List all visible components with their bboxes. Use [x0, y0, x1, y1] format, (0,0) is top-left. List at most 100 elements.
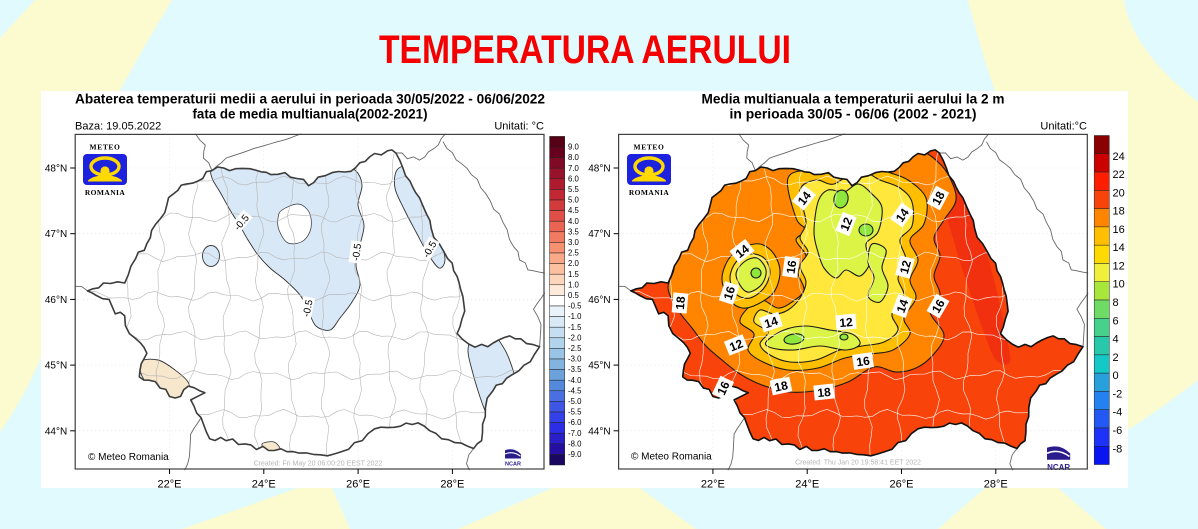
svg-text:NCAR: NCAR	[505, 462, 521, 468]
svg-text:12: 12	[837, 215, 855, 233]
svg-text:12: 12	[839, 315, 854, 330]
svg-text:16: 16	[721, 284, 739, 301]
svg-text:-3.5: -3.5	[568, 365, 582, 374]
svg-text:16: 16	[714, 379, 732, 397]
svg-text:fata de media multianuala(2002: fata de media multianuala(2002-2021)	[193, 106, 428, 122]
svg-text:3.5: 3.5	[568, 227, 580, 236]
svg-text:-0.5: -0.5	[301, 298, 315, 318]
svg-text:ROMANIA: ROMANIA	[85, 188, 125, 197]
svg-text:9.0: 9.0	[568, 143, 580, 152]
svg-text:5.5: 5.5	[568, 185, 580, 194]
svg-text:0: 0	[1113, 370, 1119, 382]
svg-text:16: 16	[1113, 224, 1125, 236]
svg-text:0.5: 0.5	[568, 291, 580, 300]
svg-text:18: 18	[929, 189, 948, 208]
svg-text:Baza: 19.05.2022: Baza: 19.05.2022	[75, 121, 161, 133]
svg-text:-4.0: -4.0	[568, 376, 582, 385]
svg-text:-6: -6	[1113, 425, 1123, 437]
svg-text:47°N: 47°N	[45, 229, 67, 240]
svg-text:6.0: 6.0	[568, 174, 580, 183]
svg-text:-0.5: -0.5	[351, 242, 364, 261]
svg-text:-1.0: -1.0	[568, 312, 582, 321]
svg-text:© Meteo Romania: © Meteo Romania	[631, 452, 712, 463]
svg-text:TEMPERATURA AERULUI: TEMPERATURA AERULUI	[379, 28, 791, 72]
svg-text:16: 16	[855, 354, 870, 370]
svg-text:-4.5: -4.5	[568, 386, 582, 395]
svg-text:28°E: 28°E	[440, 479, 464, 491]
svg-text:18: 18	[817, 385, 832, 400]
svg-text:18: 18	[673, 295, 688, 310]
svg-text:22: 22	[1113, 169, 1125, 181]
svg-text:20: 20	[1113, 187, 1125, 199]
svg-text:22°E: 22°E	[158, 479, 182, 491]
svg-text:12: 12	[727, 336, 745, 354]
svg-text:METEO: METEO	[90, 143, 121, 152]
svg-text:-6.0: -6.0	[568, 418, 582, 427]
svg-text:18: 18	[773, 378, 789, 395]
svg-text:ROMANIA: ROMANIA	[629, 188, 669, 197]
svg-text:3.0: 3.0	[568, 238, 580, 247]
svg-text:4.5: 4.5	[568, 206, 580, 215]
svg-text:4.0: 4.0	[568, 217, 580, 226]
svg-text:22°E: 22°E	[701, 479, 725, 491]
svg-text:24°E: 24°E	[252, 479, 276, 491]
svg-text:28°E: 28°E	[984, 479, 1008, 491]
svg-text:6: 6	[1113, 315, 1119, 327]
svg-text:-1.5: -1.5	[568, 323, 582, 332]
svg-text:NCAR: NCAR	[1047, 463, 1070, 472]
svg-text:-4: -4	[1113, 407, 1123, 419]
svg-text:-8.0: -8.0	[568, 439, 582, 448]
svg-text:47°N: 47°N	[588, 229, 610, 240]
svg-text:16: 16	[784, 259, 800, 274]
svg-text:-7.0: -7.0	[568, 429, 582, 438]
svg-text:24°E: 24°E	[795, 479, 819, 491]
svg-text:26°E: 26°E	[890, 479, 914, 491]
svg-text:46°N: 46°N	[45, 295, 67, 306]
svg-text:26°E: 26°E	[346, 479, 370, 491]
svg-text:12: 12	[1113, 260, 1125, 272]
svg-text:44°N: 44°N	[588, 426, 610, 437]
svg-text:5.0: 5.0	[568, 196, 580, 205]
svg-text:-8: -8	[1113, 443, 1123, 455]
svg-text:14: 14	[894, 297, 912, 315]
svg-text:2.0: 2.0	[568, 259, 580, 268]
svg-text:8.0: 8.0	[568, 153, 580, 162]
svg-text:Created: Thu Jan 20 19:58:41 E: Created: Thu Jan 20 19:58:41 EET 2022	[795, 460, 921, 467]
svg-text:Unitati:°C: Unitati:°C	[1040, 121, 1087, 133]
svg-text:18: 18	[1113, 206, 1125, 218]
svg-text:44°N: 44°N	[45, 426, 67, 437]
svg-text:14: 14	[763, 314, 780, 332]
svg-text:Created: Fri May 20 06:00:20 E: Created: Fri May 20 06:00:20 EEST 2022	[254, 461, 383, 468]
svg-text:2: 2	[1113, 352, 1119, 364]
svg-text:-5.5: -5.5	[568, 408, 582, 417]
svg-text:46°N: 46°N	[588, 295, 610, 306]
svg-text:Media multianuala a temperatur: Media multianuala a temperaturii aerului…	[702, 91, 1005, 107]
svg-text:-9.0: -9.0	[568, 450, 582, 459]
svg-text:7.0: 7.0	[568, 164, 580, 173]
svg-text:48°N: 48°N	[588, 164, 610, 175]
svg-text:-5.0: -5.0	[568, 397, 582, 406]
svg-text:1.5: 1.5	[568, 270, 580, 279]
svg-text:in perioada 30/05 - 06/06 (200: in perioada 30/05 - 06/06 (2002 - 2021)	[730, 106, 977, 122]
svg-text:45°N: 45°N	[588, 361, 610, 372]
svg-text:24: 24	[1113, 151, 1125, 163]
svg-text:16: 16	[929, 297, 948, 316]
svg-text:© Meteo Romania: © Meteo Romania	[88, 452, 169, 463]
svg-text:8: 8	[1113, 297, 1119, 309]
svg-text:45°N: 45°N	[45, 361, 67, 372]
svg-text:12: 12	[897, 259, 914, 276]
svg-text:4: 4	[1113, 334, 1119, 346]
svg-text:METEO: METEO	[634, 143, 665, 152]
svg-text:-3.0: -3.0	[568, 355, 582, 364]
svg-text:Unitati: °C: Unitati: °C	[494, 121, 544, 133]
svg-text:2.5: 2.5	[568, 249, 580, 258]
svg-text:48°N: 48°N	[45, 164, 67, 175]
svg-text:14: 14	[1113, 242, 1125, 254]
svg-text:Abaterea temperaturii medii a: Abaterea temperaturii medii a aerului in…	[75, 91, 545, 107]
svg-text:1.0: 1.0	[568, 280, 580, 289]
svg-text:-2.0: -2.0	[568, 333, 582, 342]
svg-text:-2: -2	[1113, 388, 1123, 400]
svg-text:-0.5: -0.5	[568, 302, 582, 311]
svg-text:-2.5: -2.5	[568, 344, 582, 353]
svg-text:10: 10	[1113, 279, 1125, 291]
